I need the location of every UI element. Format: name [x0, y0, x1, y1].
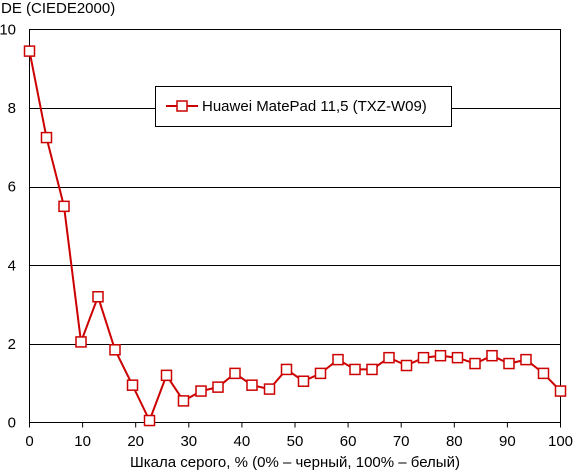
x-axis-title: Шкала серого, % (0% – черный, 100% – бел…: [130, 454, 460, 471]
data-point: [58, 200, 70, 213]
data-point: [417, 351, 430, 364]
data-point: [349, 363, 361, 376]
y-axis-title: DE (CIEDE2000): [1, 0, 115, 17]
data-point: [75, 336, 87, 348]
data-point: [92, 290, 104, 303]
x-tick-label: 90: [499, 433, 516, 450]
x-tick-label: 70: [393, 433, 410, 450]
data-point: [503, 357, 515, 370]
legend-box: [155, 86, 452, 127]
data-point: [195, 385, 207, 397]
x-tick-label: 50: [287, 433, 304, 450]
y-tick-label: 2: [8, 336, 16, 353]
data-point: [537, 367, 550, 380]
data-point: [23, 45, 36, 57]
data-point: [400, 359, 413, 372]
x-tick-label: 80: [446, 433, 463, 450]
data-point: [280, 363, 293, 376]
x-tick-label: 10: [74, 433, 91, 450]
data-point: [366, 363, 378, 376]
x-tick-label: 0: [25, 433, 33, 450]
y-axis-ticks: 0 2 4 6 8 10: [0, 22, 16, 432]
data-point: [229, 367, 241, 380]
data-point: [40, 131, 53, 144]
y-tick-label: 6: [8, 179, 16, 196]
data-point: [177, 395, 190, 407]
data-point: [109, 344, 121, 356]
data-point: [451, 351, 464, 364]
legend: Huawei MatePad 11,5 (TXZ-W09): [155, 86, 452, 127]
data-point: [160, 369, 173, 382]
x-tick-label: 20: [127, 433, 144, 450]
x-axis-ticks: 0 10 20 30 40 50 60 70 80 90 100: [25, 422, 573, 450]
data-point: [126, 379, 139, 391]
legend-series-label: Huawei MatePad 11,5 (TXZ-W09): [202, 98, 427, 115]
x-tick-label: 40: [234, 433, 251, 450]
y-tick-label: 8: [8, 100, 16, 117]
y-tick-label: 0: [8, 415, 16, 432]
data-point: [332, 353, 344, 366]
x-tick-label: 30: [180, 433, 197, 450]
y-tick-label: 4: [8, 257, 16, 274]
data-point: [212, 381, 224, 393]
y-tick-label: 10: [0, 22, 16, 39]
data-point: [383, 351, 395, 364]
data-series: [23, 45, 567, 427]
data-point: [246, 379, 258, 391]
x-tick-label: 100: [548, 433, 573, 450]
x-tick-label: 60: [340, 433, 357, 450]
data-point: [469, 357, 481, 370]
legend-series-marker: [176, 100, 188, 112]
data-point: [434, 349, 447, 362]
data-point: [486, 349, 498, 362]
data-point: [297, 375, 310, 387]
data-point: [314, 367, 327, 380]
data-point: [143, 414, 156, 427]
data-point: [263, 383, 276, 395]
data-point: [520, 353, 532, 366]
data-point: [554, 385, 567, 397]
